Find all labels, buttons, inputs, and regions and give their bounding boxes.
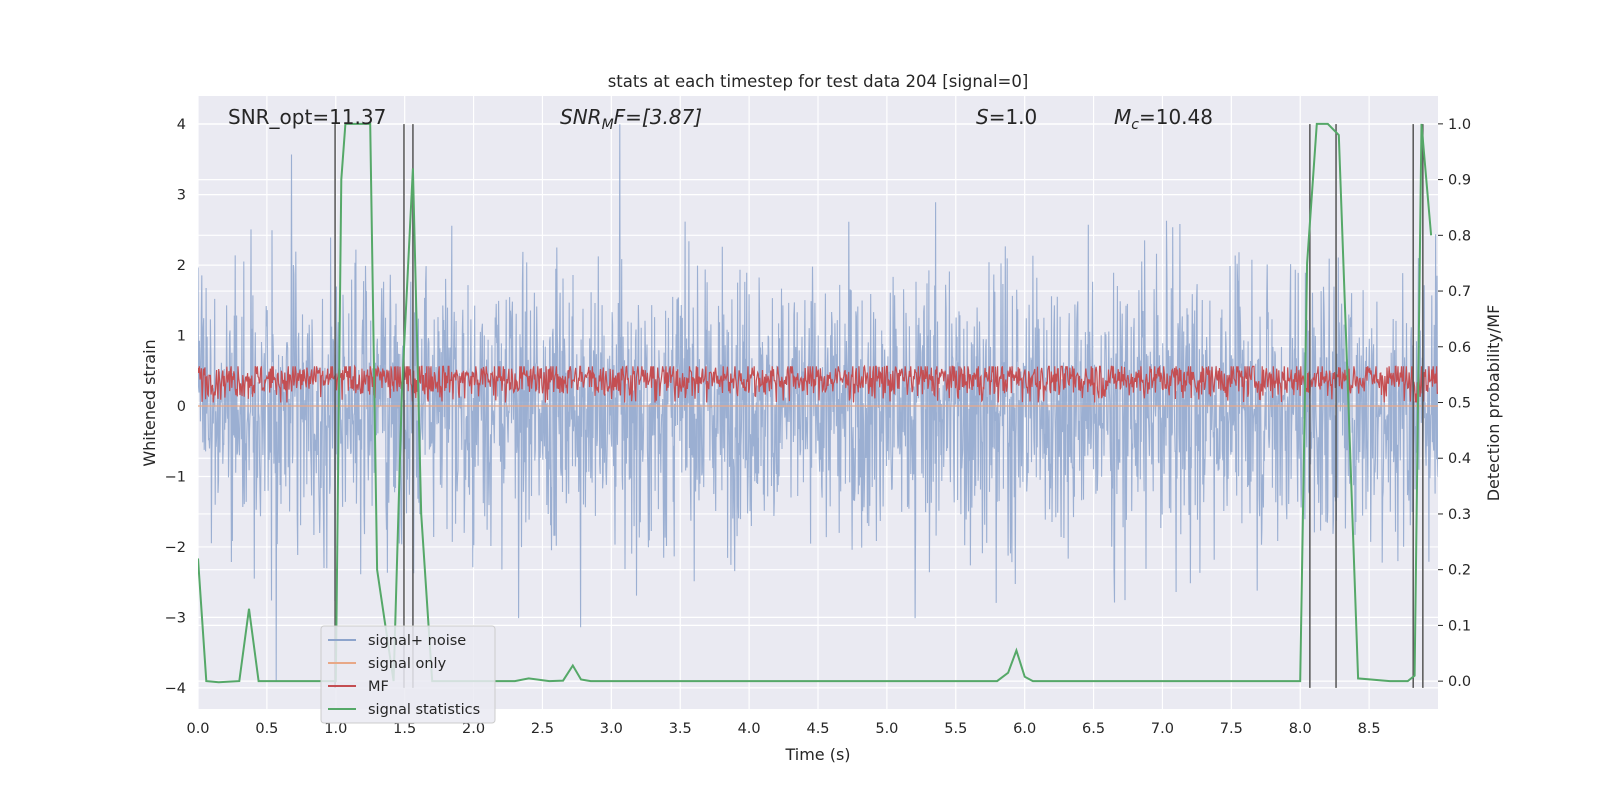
x-tick-label: 5.5 xyxy=(944,721,967,737)
y-tick-label: 0 xyxy=(177,399,186,415)
x-tick-label: 4.0 xyxy=(738,721,761,737)
y-tick-label: 3 xyxy=(177,188,186,204)
x-axis-label: Time (s) xyxy=(784,745,850,764)
y-tick-label: −4 xyxy=(165,681,186,697)
x-tick-label: 0.5 xyxy=(255,721,278,737)
y-right-tick-label: 0.4 xyxy=(1448,451,1471,467)
x-tick-label: 3.5 xyxy=(669,721,692,737)
y-right-tick-label: 0.5 xyxy=(1448,396,1471,412)
snr-mf-annotation: SNRMF=[3.87] xyxy=(560,105,702,133)
x-tick-label: 3.0 xyxy=(600,721,623,737)
x-axis-ticks: 0.0 0.5 1.0 1.5 2.0 2.5 3.0 3.5 4.0 4.5 5.0 5.5 6.0 6… xyxy=(186,721,1380,737)
x-tick-label: 2.5 xyxy=(531,721,554,737)
y-tick-label: −2 xyxy=(165,540,186,556)
x-tick-label: 4.5 xyxy=(806,721,829,737)
y-axis-right-label: Detection probability/MF xyxy=(1484,305,1503,502)
legend-label: signal only xyxy=(368,656,447,672)
y-right-tick-label: 0.7 xyxy=(1448,284,1471,300)
x-tick-label: 7.5 xyxy=(1220,721,1243,737)
y-right-tick-label: 0.2 xyxy=(1448,563,1471,579)
legend-box xyxy=(320,625,496,724)
x-tick-label: 1.0 xyxy=(324,721,347,737)
y-right-tick-label: 0.6 xyxy=(1448,340,1471,356)
y-axis-ticks: −4 −3 −2 −1 0 1 2 3 4 xyxy=(165,117,186,697)
x-tick-label: 7.0 xyxy=(1151,721,1174,737)
x-tick-label: 5.0 xyxy=(875,721,898,737)
y-right-tick-label: 0.9 xyxy=(1448,173,1471,189)
y-tick-label: 4 xyxy=(177,117,186,133)
x-tick-label: 2.0 xyxy=(462,721,485,737)
legend-label: MF xyxy=(368,679,389,695)
y-tick-label: −3 xyxy=(165,610,186,626)
y-tick-label: 1 xyxy=(177,329,186,345)
x-tick-label: 8.0 xyxy=(1289,721,1312,737)
y-right-tick-label: 0.0 xyxy=(1448,674,1471,690)
legend-label: signal+ noise xyxy=(368,633,466,649)
y-tick-label: 2 xyxy=(177,258,186,274)
chart-title: stats at each timestep for test data 204… xyxy=(608,72,1029,91)
mc-annotation: Mc=10.48 xyxy=(1114,105,1213,133)
x-tick-label: 8.5 xyxy=(1358,721,1381,737)
legend: signal+ noise signal only MF signal statist… xyxy=(320,625,496,724)
y-right-tick-label: 1.0 xyxy=(1448,117,1471,133)
y-right-tick-label: 0.3 xyxy=(1448,507,1471,523)
x-tick-label: 6.0 xyxy=(1013,721,1036,737)
x-tick-label: 6.5 xyxy=(1082,721,1105,737)
y-tick-label: −1 xyxy=(165,469,186,485)
snr-opt-annotation: SNR_opt=11.37 xyxy=(228,105,386,129)
legend-label: signal statistics xyxy=(368,702,480,718)
x-tick-label: 0.0 xyxy=(186,721,209,737)
y-axis-label: Whitened strain xyxy=(140,339,159,466)
s-annotation: S=1.0 xyxy=(976,105,1037,129)
y-axis-right-ticks: 0.0 0.1 0.2 0.3 0.4 0.5 0.6 0.7 0.8 0.9 1.0 xyxy=(1438,117,1471,690)
y-right-tick-label: 0.1 xyxy=(1448,618,1471,634)
y-right-tick-label: 0.8 xyxy=(1448,228,1471,244)
x-tick-label: 1.5 xyxy=(393,721,416,737)
